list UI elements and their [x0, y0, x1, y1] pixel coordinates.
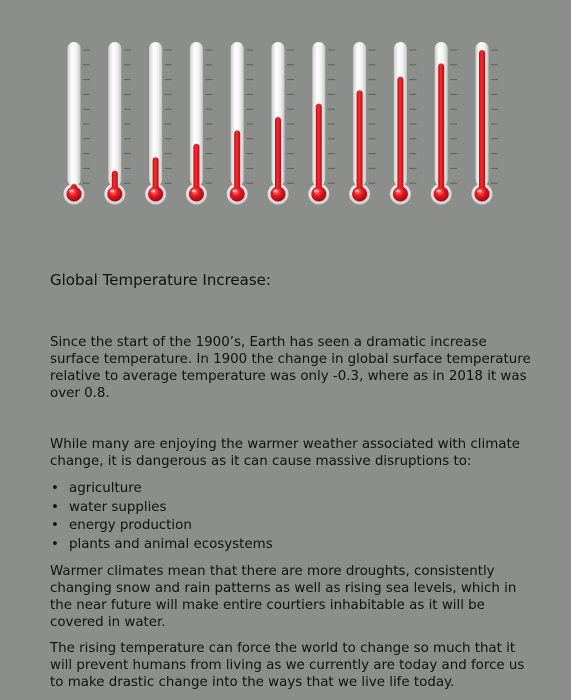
thermometer-icon	[349, 42, 376, 205]
droughts-paragraph: Warmer climates mean that there are more…	[50, 564, 517, 630]
disruptions-paragraph: While many are enjoying the warmer weath…	[50, 437, 520, 469]
bullet-icon: •	[51, 499, 59, 515]
thermometer-icon	[308, 42, 335, 205]
list-item-text: water supplies	[69, 499, 167, 515]
list-item-text: agriculture	[69, 481, 142, 496]
thermometer-row-illustration	[63, 42, 498, 205]
list-item-text: energy production	[69, 518, 192, 533]
bullet-icon: •	[51, 536, 59, 552]
intro-paragraph: Since the start of the 1900’s, Earth has…	[50, 335, 531, 401]
thermometer-icon	[104, 42, 131, 205]
thermometer-icon	[226, 42, 254, 205]
list-item-text: plants and animal ecosystems	[69, 536, 273, 552]
thermometer-icon	[267, 42, 294, 205]
thermometer-icon	[389, 42, 417, 205]
disruptions-list: • agriculture • water supplies • energy pro…	[50, 480, 540, 554]
thermometer-icon	[471, 42, 498, 205]
thermometer-icon	[145, 42, 172, 205]
thermometer-icon	[63, 42, 90, 205]
list-item: • agriculture	[50, 480, 540, 499]
article-heading: Global Temperature Increase:	[50, 271, 271, 289]
list-item: • water supplies	[50, 499, 540, 518]
thermometer-icon	[185, 42, 213, 205]
list-item: • energy production	[50, 517, 540, 536]
rising-temperature-paragraph: The rising temperature can force the wor…	[50, 641, 525, 690]
bullet-icon: •	[51, 481, 59, 496]
thermometer-icon	[430, 42, 458, 205]
article: Global Temperature Increase: Since the s…	[50, 270, 540, 700]
bullet-icon: •	[51, 518, 59, 533]
list-item: • plants and animal ecosystems	[50, 536, 540, 555]
